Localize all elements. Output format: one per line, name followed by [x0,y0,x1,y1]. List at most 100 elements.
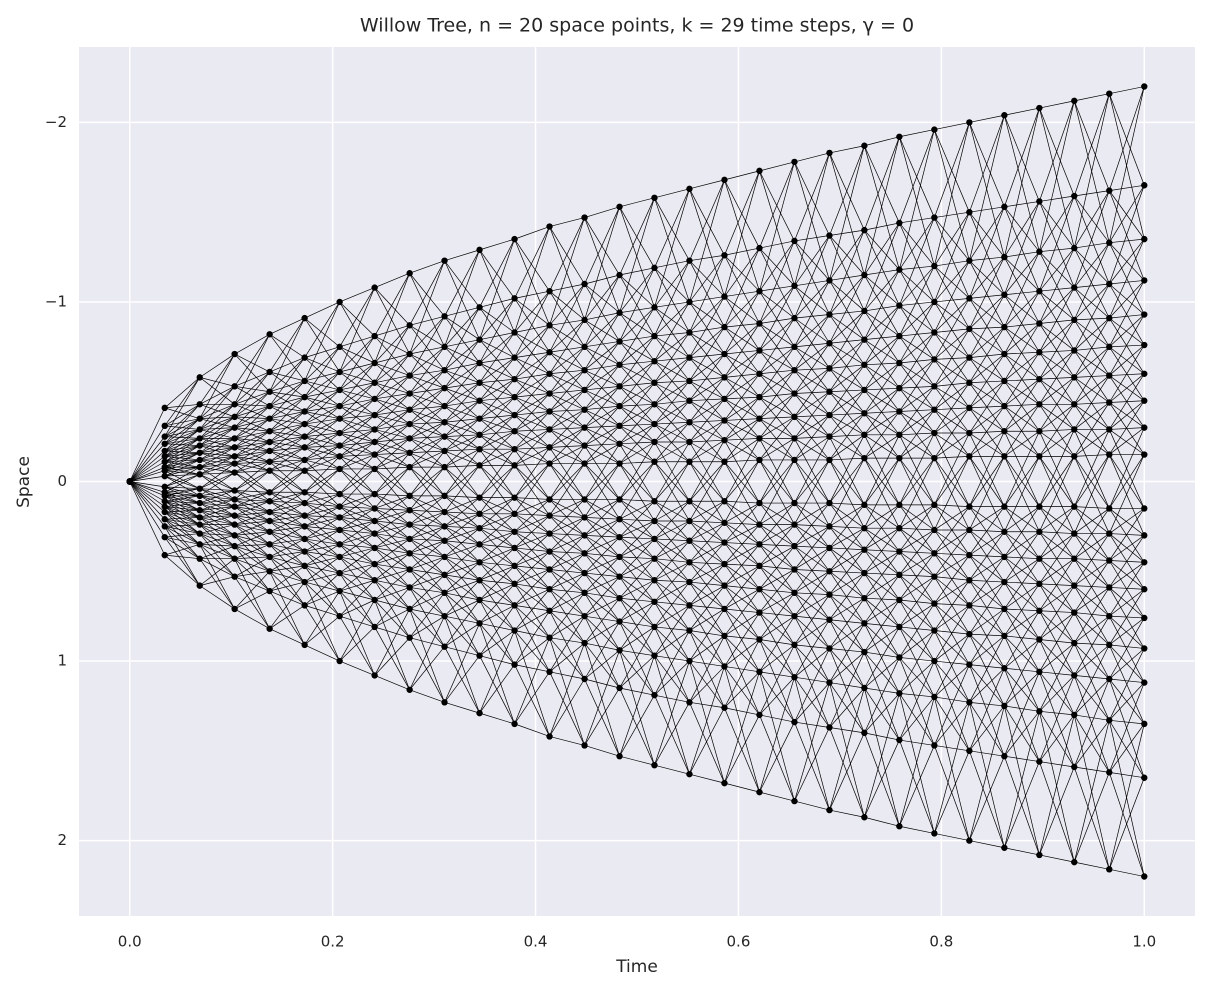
edge [759,285,795,292]
edge [269,461,305,472]
edge [1039,639,1075,644]
edge [899,553,935,601]
edge [444,362,480,407]
node [231,496,238,503]
node [896,736,903,744]
edge [1004,323,1040,355]
node [931,356,938,363]
edge [864,623,900,694]
edge [864,693,900,734]
edge [689,188,725,256]
edge [794,314,830,319]
edge [304,346,340,398]
edge [1074,766,1110,773]
node [441,571,448,579]
edge [549,346,585,394]
edge [689,608,725,662]
edge [1004,608,1040,640]
edge [934,328,970,333]
edge [864,335,900,341]
edge [689,357,725,400]
edge [549,637,585,680]
edge [304,459,340,495]
edge [969,326,1005,330]
edge [759,524,795,545]
edge [409,526,445,540]
edge [199,416,235,420]
edge [794,368,830,371]
edge [409,438,445,468]
edge [829,339,865,369]
edge [444,544,480,558]
edge [864,504,900,550]
edge [479,513,515,529]
edge [339,615,375,628]
edge [1004,431,1040,507]
edge [514,447,550,498]
edge [234,531,270,547]
edge [829,412,865,416]
edge [304,317,340,373]
edge [1004,558,1040,583]
edge [339,572,375,628]
edge [479,655,515,665]
edge [549,351,585,391]
edge [199,488,235,491]
edge [899,527,935,531]
node [511,562,518,570]
edge [934,298,970,360]
edge [164,470,200,475]
edge [304,517,340,527]
edge [864,527,900,576]
node [371,465,378,473]
edge [864,574,900,624]
edge [304,423,340,434]
edge [1073,242,1110,321]
edge [1108,454,1145,536]
node [1141,614,1148,622]
edge [339,445,375,470]
edge [584,597,620,617]
edge [199,438,235,448]
edge [724,170,760,181]
edge [654,357,690,362]
edge [514,465,550,516]
edge [444,249,480,261]
node [371,530,378,537]
edge [934,603,970,606]
edge [199,499,235,511]
edge [514,610,550,631]
edge [969,260,1005,328]
edge [654,260,690,308]
edge [724,291,760,355]
node [301,548,308,555]
edge [689,561,725,565]
node [756,521,763,528]
edge [374,553,410,581]
edge [199,416,235,446]
edge [129,481,165,520]
edge [1004,291,1040,355]
edge [584,425,620,464]
node [686,438,693,446]
edge [339,590,375,628]
edge [619,360,655,366]
edge [304,502,340,518]
edge [794,152,830,242]
edge [794,235,830,242]
edge [794,524,830,527]
edge [689,377,725,401]
edge [689,608,725,631]
node [861,684,868,692]
edge [549,642,585,737]
edge [514,393,550,416]
edge [444,316,480,340]
edge [654,581,690,603]
edge [164,500,200,518]
edge [794,677,830,811]
edge [654,332,690,362]
edge [934,432,970,459]
node [301,641,308,649]
edge [829,145,865,236]
node [651,691,658,699]
